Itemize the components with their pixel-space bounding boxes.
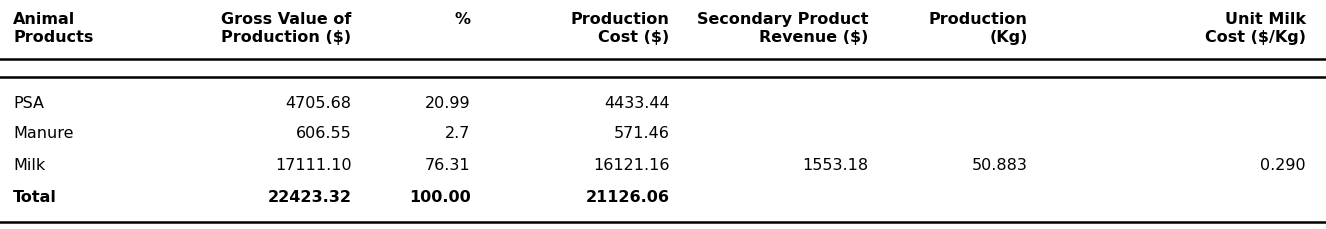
Text: Gross Value of
Production ($): Gross Value of Production ($) <box>221 11 351 45</box>
Text: PSA: PSA <box>13 95 44 111</box>
Text: 571.46: 571.46 <box>614 125 670 140</box>
Text: Production
(Kg): Production (Kg) <box>928 11 1028 45</box>
Text: Production
Cost ($): Production Cost ($) <box>570 11 670 45</box>
Text: 17111.10: 17111.10 <box>274 157 351 172</box>
Text: 50.883: 50.883 <box>972 157 1028 172</box>
Text: 16121.16: 16121.16 <box>593 157 670 172</box>
Text: 606.55: 606.55 <box>296 125 351 140</box>
Text: 0.290: 0.290 <box>1261 157 1306 172</box>
Text: Animal
Products: Animal Products <box>13 11 94 45</box>
Text: 4433.44: 4433.44 <box>605 95 670 111</box>
Text: 2.7: 2.7 <box>446 125 471 140</box>
Text: Unit Milk
Cost ($/Kg): Unit Milk Cost ($/Kg) <box>1205 11 1306 45</box>
Text: Secondary Product
Revenue ($): Secondary Product Revenue ($) <box>697 11 869 45</box>
Text: Manure: Manure <box>13 125 74 140</box>
Text: 100.00: 100.00 <box>408 189 471 204</box>
Text: Total: Total <box>13 189 57 204</box>
Text: 1553.18: 1553.18 <box>802 157 869 172</box>
Text: 76.31: 76.31 <box>426 157 471 172</box>
Text: Milk: Milk <box>13 157 45 172</box>
Text: %: % <box>455 11 471 26</box>
Text: 4705.68: 4705.68 <box>285 95 351 111</box>
Text: 22423.32: 22423.32 <box>268 189 351 204</box>
Text: 21126.06: 21126.06 <box>586 189 670 204</box>
Text: 20.99: 20.99 <box>426 95 471 111</box>
